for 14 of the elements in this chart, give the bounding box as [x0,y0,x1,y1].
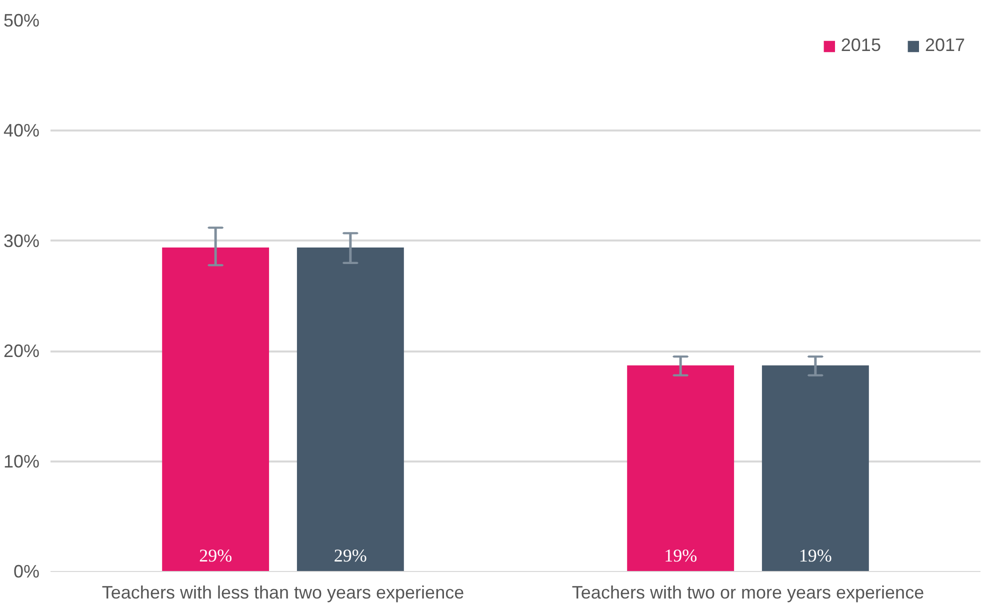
legend-label: 2015 [840,35,881,56]
data-label: 19% [664,546,698,566]
data-label: 29% [199,546,232,566]
y-tick-label: 30% [3,230,40,251]
y-tick-label: 10% [3,451,40,472]
data-label: 19% [798,546,832,566]
x-tick-label: Teachers with two or more years experience [572,582,924,602]
y-tick-label: 40% [3,120,40,141]
x-tick-label: Teachers with less than two years experience [102,582,464,602]
y-tick-label: 20% [3,341,40,362]
y-tick-label: 0% [13,562,40,582]
legend-label: 2017 [924,35,965,56]
y-tick-label: 50% [3,10,40,30]
data-label: 29% [334,546,367,566]
